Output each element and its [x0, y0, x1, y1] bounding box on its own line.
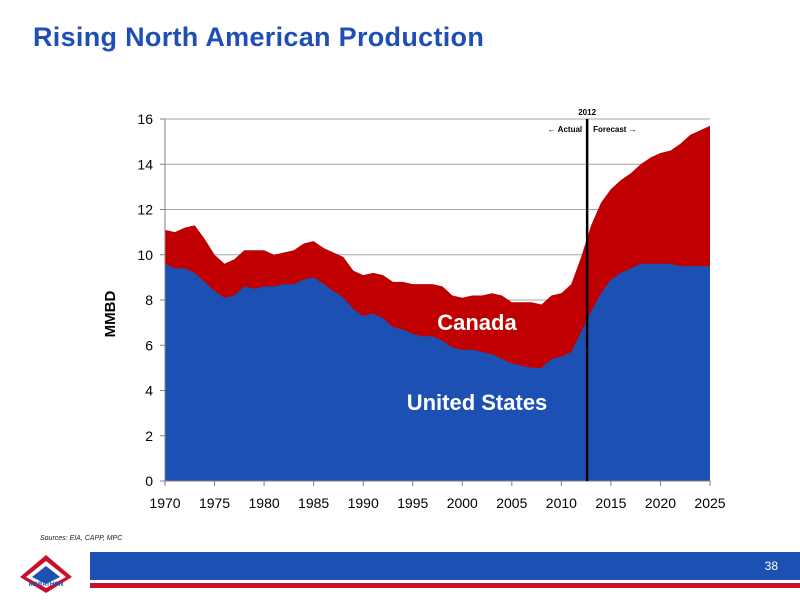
- actual-label: ← Actual: [548, 125, 582, 134]
- forecast-label: Forecast →: [593, 125, 637, 134]
- us-area-label: United States: [407, 390, 548, 415]
- x-tick-label: 2025: [694, 495, 725, 511]
- logo-text: MARATHON: [28, 582, 64, 588]
- y-axis-label: MMBD: [102, 291, 119, 338]
- series-areas: [165, 125, 710, 481]
- divider-year-label: 2012: [578, 108, 596, 117]
- x-tick-label: 1970: [149, 495, 180, 511]
- y-tick-label: 4: [145, 383, 153, 399]
- x-tick-label: 2000: [447, 495, 478, 511]
- y-tick-label: 12: [137, 202, 153, 218]
- sources-note: Sources: EIA, CAPP, MPC: [40, 535, 123, 542]
- x-tick-label: 2010: [546, 495, 577, 511]
- x-tick-label: 1995: [397, 495, 428, 511]
- y-tick-label: 6: [145, 337, 153, 353]
- x-tick-label: 1975: [199, 495, 230, 511]
- x-tick-label: 2015: [595, 495, 626, 511]
- us-area: [165, 263, 710, 481]
- x-tick-label: 1980: [249, 495, 280, 511]
- y-tick-labels: 0 2 4 6 8 10 12 14 16: [137, 111, 153, 489]
- x-tick-label: 2005: [496, 495, 527, 511]
- x-tick-label: 1985: [298, 495, 329, 511]
- axes: [160, 118, 711, 486]
- x-tick-label: 2020: [645, 495, 676, 511]
- y-tick-label: 0: [145, 473, 153, 489]
- y-tick-label: 14: [137, 156, 153, 172]
- y-tick-label: 10: [137, 247, 153, 263]
- slide-title: Rising North American Production: [33, 22, 485, 52]
- footer-bar: [90, 552, 800, 580]
- page-number: 38: [764, 559, 778, 573]
- y-tick-label: 2: [145, 428, 153, 444]
- x-tick-labels: 1970 1975 1980 1985 1990 1995 2000 2005 2010 2015…: [149, 495, 725, 511]
- x-tick-label: 1990: [348, 495, 379, 511]
- y-tick-label: 16: [137, 111, 153, 127]
- production-area-chart: 0 2 4 6 8 10 12 14 16 1970 1975 1980 1985 1990 1995 20…: [102, 108, 726, 511]
- y-tick-label: 8: [145, 292, 153, 308]
- footer-red-line: [90, 583, 800, 588]
- canada-area-label: Canada: [437, 310, 517, 335]
- marathon-logo: [20, 555, 72, 593]
